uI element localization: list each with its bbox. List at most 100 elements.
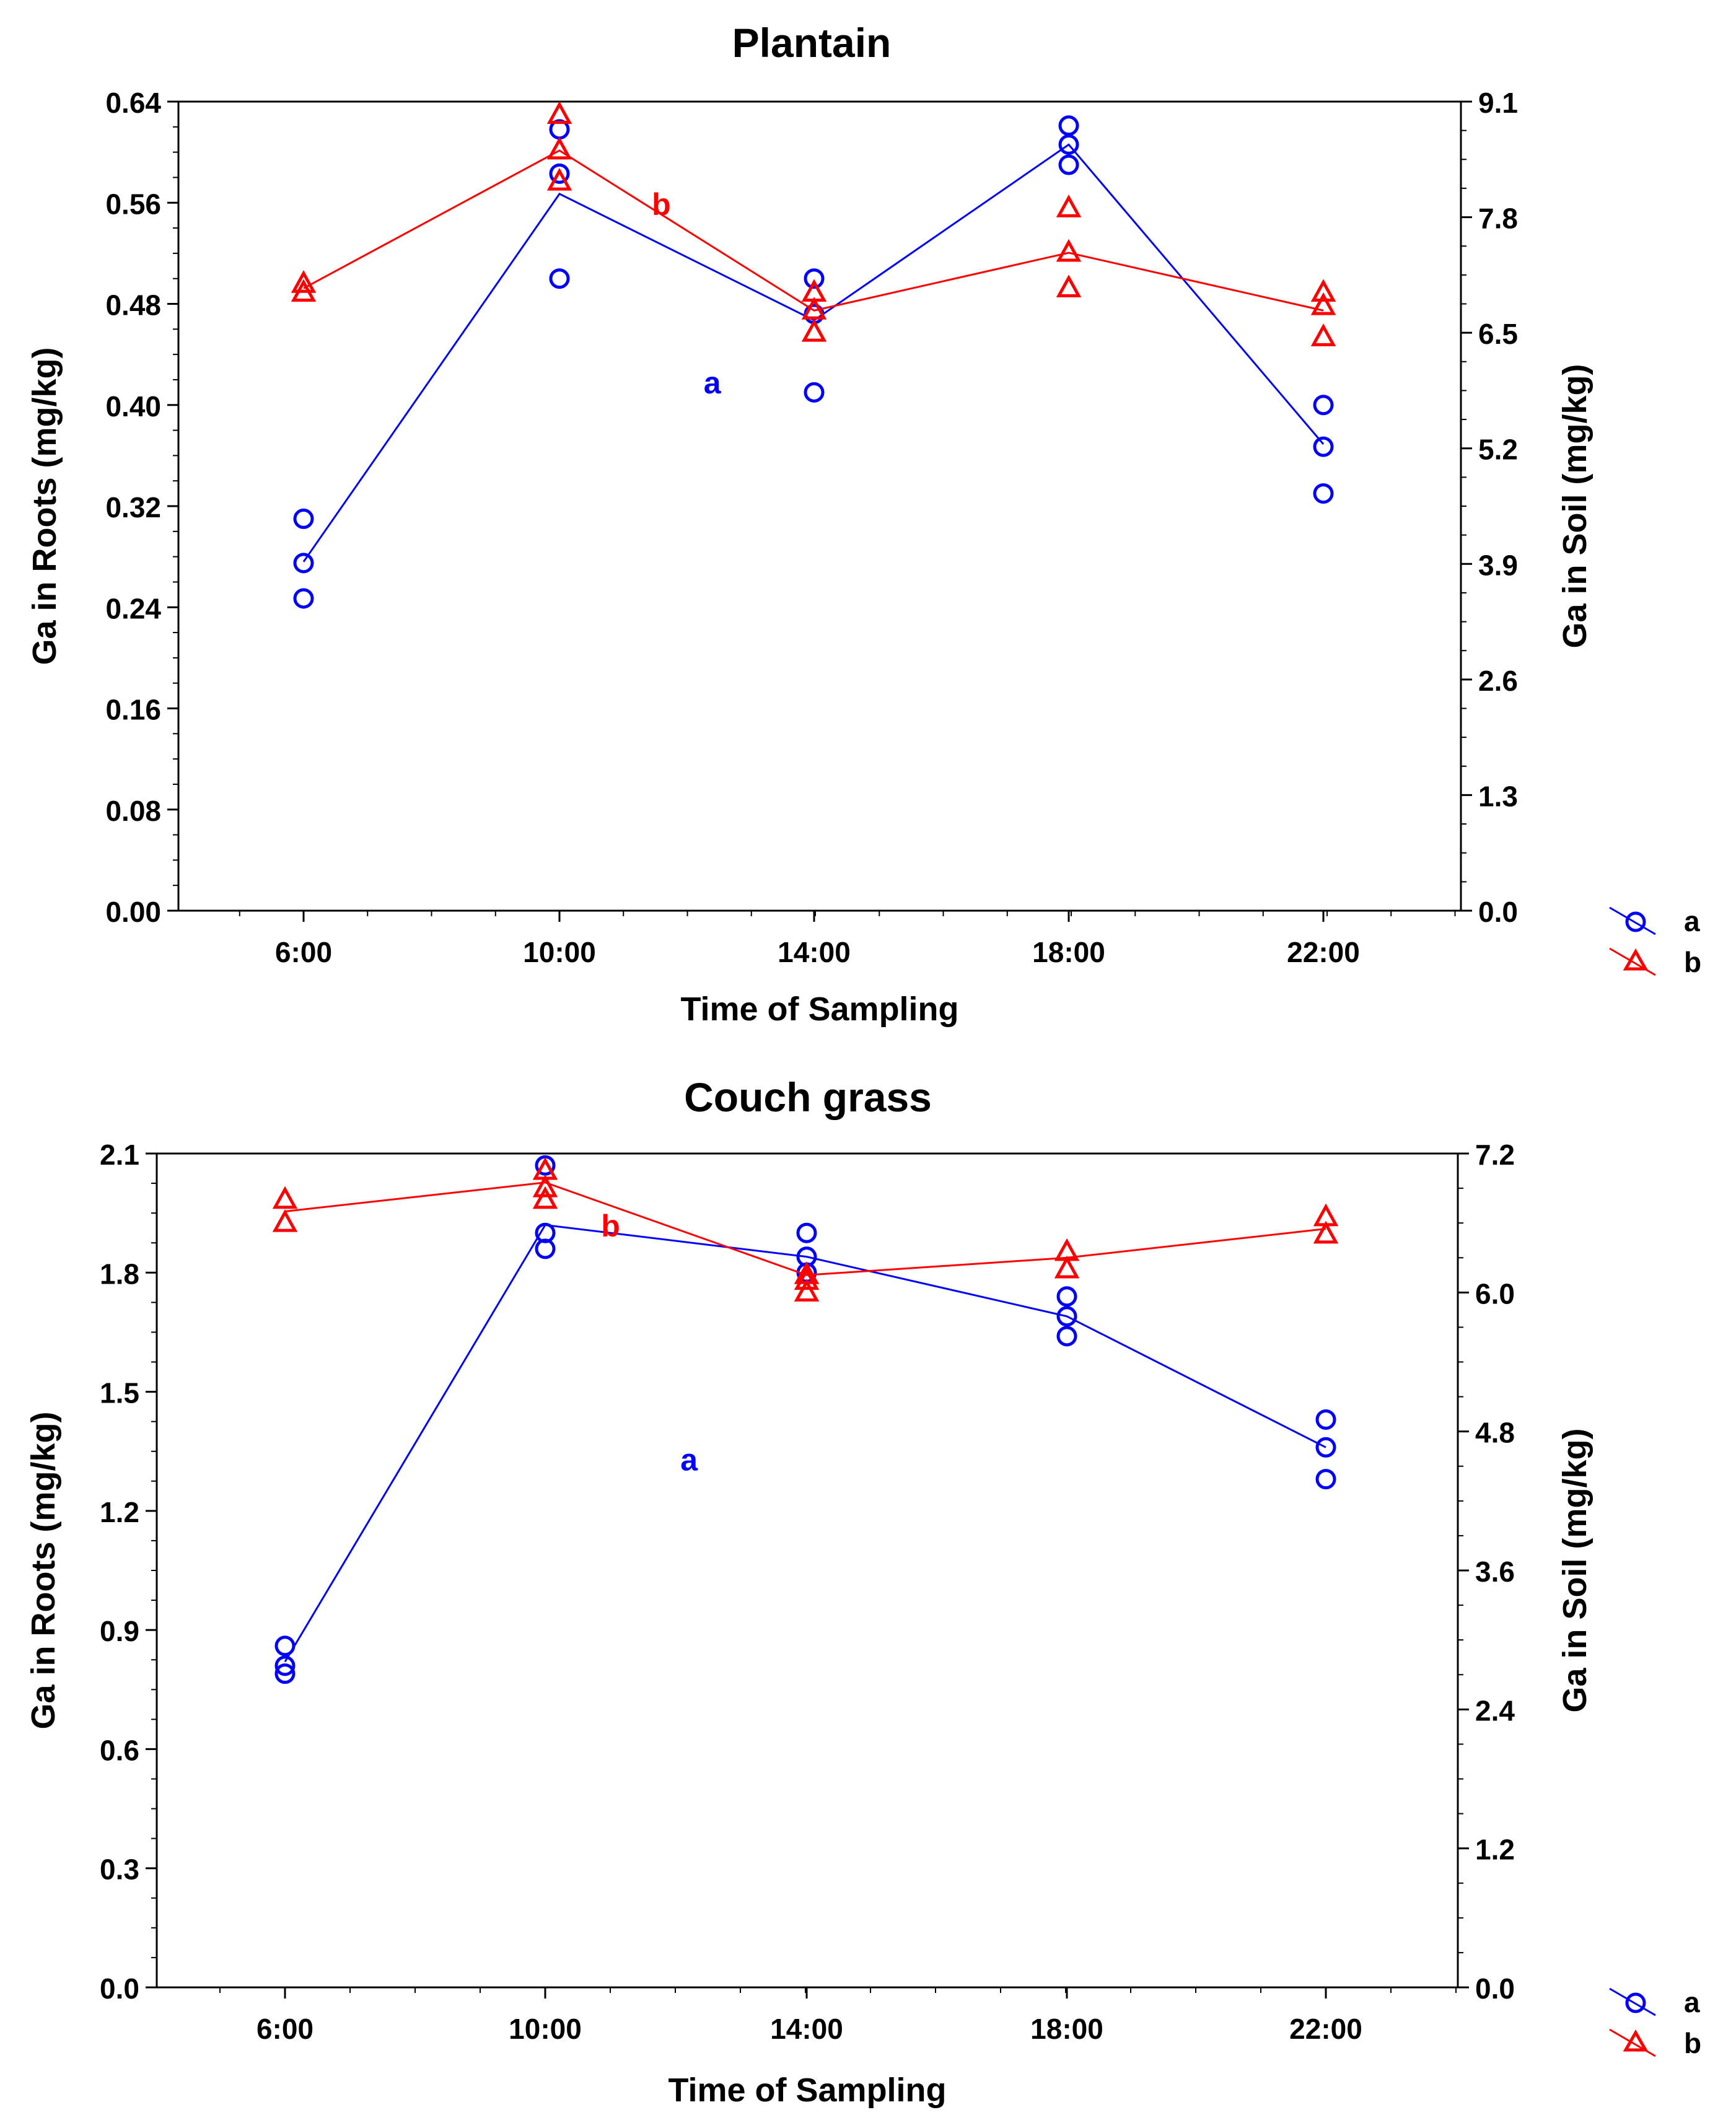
- y-axis-title-right: Ga in Soil (mg/kg): [1556, 364, 1594, 648]
- y-tick-label-right: 7.8: [1478, 203, 1518, 235]
- data-point-a: [1315, 1437, 1336, 1458]
- legend-line-b: [1609, 2028, 1656, 2057]
- y-tick-label-right: 4.8: [1475, 1417, 1515, 1449]
- series-annotation-a: a: [704, 366, 722, 400]
- x-tick-label: 22:00: [1287, 936, 1360, 968]
- y-axis-tick-labels-right: 0.0 1.3 2.6 3.9 5.2 6.5 7.8 9.1: [1478, 87, 1518, 928]
- data-point-b: [794, 1279, 820, 1302]
- y-tick-label-right: 1.2: [1475, 1834, 1515, 1866]
- x-axis-title: Time of Sampling: [668, 2072, 946, 2109]
- x-axis-ticks: [239, 911, 1456, 922]
- y-tick-label-right: 3.9: [1478, 549, 1518, 581]
- y-axis-title-left: Ga in Roots (mg/kg): [26, 348, 63, 665]
- y-axis-title-left: Ga in Roots (mg/kg): [25, 1412, 62, 1730]
- legend-marker-b: [1623, 2029, 1649, 2052]
- legend-line-a: [1609, 1987, 1656, 2016]
- data-point-b: [1056, 274, 1082, 297]
- legend-line-a: [1609, 906, 1656, 935]
- y-tick-label-left: 0.16: [105, 694, 161, 726]
- data-point-b: [532, 1174, 558, 1198]
- x-tick-label: 18:00: [1030, 2013, 1103, 2045]
- x-axis-ticks: [219, 1987, 1457, 1999]
- x-axis-tick-labels: 6:00 10:00 14:00 18:00 22:00: [275, 936, 1360, 968]
- legend: a b: [1609, 1986, 1701, 2059]
- y-tick-label-left: 1.2: [100, 1496, 139, 1528]
- data-point-b: [291, 279, 317, 302]
- y-tick-label-right: 6.5: [1478, 318, 1518, 350]
- x-axis-title: Time of Sampling: [680, 991, 958, 1028]
- y-tick-label-left: 0.48: [105, 289, 161, 322]
- y-tick-label-right: 0.0: [1475, 1973, 1515, 2005]
- data-point-b: [272, 1186, 298, 1209]
- series-layer: ab: [291, 101, 1336, 609]
- data-point-a: [1058, 154, 1079, 175]
- data-point-a: [274, 1663, 296, 1684]
- plot-frame: [177, 100, 1462, 912]
- legend-label-a: a: [1684, 1986, 1700, 2018]
- x-tick-label: 18:00: [1032, 936, 1105, 968]
- y-axis-tick-labels-left: 0.0 0.3 0.6 0.9 1.2 1.5 1.8 2.1: [100, 1139, 139, 2005]
- data-point-a: [1313, 436, 1334, 457]
- data-point-a: [549, 268, 570, 289]
- data-point-b: [291, 270, 317, 293]
- series-annotation-a: a: [680, 1443, 698, 1478]
- y-tick-label-right: 5.2: [1478, 434, 1518, 466]
- data-point-a: [274, 1635, 296, 1657]
- legend: a b: [1609, 905, 1701, 978]
- data-point-a: [804, 382, 825, 403]
- legend-label-b: b: [1684, 946, 1701, 978]
- series-line-b: [284, 1181, 1326, 1276]
- data-point-b: [1310, 292, 1336, 315]
- data-point-b: [532, 1186, 558, 1209]
- chart-title: Plantain: [732, 20, 892, 66]
- legend-marker-b: [1623, 948, 1649, 971]
- legend-label-b: b: [1684, 2027, 1701, 2059]
- data-point-b: [546, 167, 572, 191]
- y-tick-label-right: 2.6: [1478, 665, 1518, 697]
- data-point-b: [1054, 1255, 1080, 1279]
- data-point-a: [1058, 115, 1079, 136]
- y-axis-ticks-right: [1461, 100, 1472, 912]
- y-tick-label-left: 0.24: [105, 592, 161, 624]
- data-point-a: [1058, 134, 1079, 155]
- y-tick-label-left: 2.1: [100, 1139, 139, 1171]
- data-point-a: [1313, 395, 1334, 416]
- data-point-b: [546, 101, 572, 125]
- legend-marker-a: [1625, 911, 1646, 932]
- y-tick-label-left: 0.40: [105, 390, 161, 423]
- data-point-b: [794, 1267, 820, 1290]
- y-tick-label-left: 0.00: [105, 896, 161, 928]
- y-tick-label-left: 1.5: [100, 1377, 139, 1409]
- x-tick-label: 22:00: [1289, 2013, 1362, 2045]
- chart-couch-grass: Couch grass 0.0 0.3 0.6 0.9 1.2 1.5 1.8 2.1 0.0…: [25, 1074, 1701, 2109]
- y-tick-label-right: 2.4: [1475, 1694, 1515, 1727]
- x-tick-label: 10:00: [523, 936, 596, 968]
- data-point-a: [804, 268, 825, 289]
- y-tick-label-left: 1.8: [100, 1258, 139, 1290]
- x-axis-tick-labels: 6:00 10:00 14:00 18:00 22:00: [256, 2013, 1362, 2045]
- y-tick-label-left: 0.64: [105, 87, 161, 119]
- y-tick-label-left: 0.56: [105, 188, 161, 220]
- y-tick-label-left: 0.3: [100, 1854, 139, 1886]
- x-tick-label: 14:00: [770, 2013, 843, 2045]
- series-layer: ab: [272, 1155, 1339, 1684]
- y-axis-tick-labels-right: 0.0 1.2 2.4 3.6 4.8 6.0 7.2: [1475, 1139, 1515, 2005]
- y-tick-label-right: 6.0: [1475, 1277, 1515, 1310]
- series-line-b: [303, 149, 1324, 312]
- data-point-a: [535, 1238, 556, 1259]
- y-axis-ticks-left: [146, 1152, 157, 1989]
- data-point-a: [1056, 1326, 1077, 1347]
- y-axis-title-right: Ga in Soil (mg/kg): [1556, 1428, 1594, 1712]
- y-tick-label-right: 3.6: [1475, 1556, 1515, 1588]
- data-point-a: [1056, 1306, 1077, 1327]
- data-point-a: [1056, 1286, 1077, 1307]
- legend-line-b: [1609, 947, 1656, 976]
- data-point-a: [1315, 1469, 1336, 1490]
- y-tick-label-left: 0.08: [105, 795, 161, 827]
- data-point-a: [293, 508, 314, 529]
- legend-label-a: a: [1684, 905, 1700, 937]
- data-point-a: [549, 163, 570, 184]
- series-annotation-b: b: [601, 1209, 620, 1243]
- y-tick-label-right: 1.3: [1478, 780, 1518, 812]
